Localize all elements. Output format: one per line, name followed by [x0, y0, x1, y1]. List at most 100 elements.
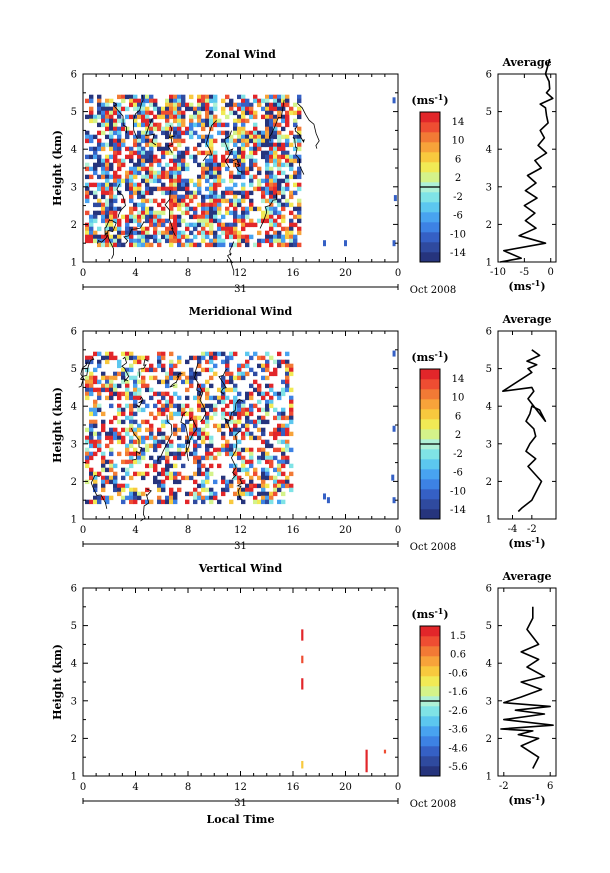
heatmap-cell	[141, 150, 146, 156]
heatmap-cell	[237, 495, 242, 501]
heatmap-cell	[201, 471, 206, 477]
heatmap-cell	[157, 355, 162, 361]
heatmap-cell	[277, 359, 282, 365]
heatmap-cell	[245, 214, 250, 220]
heatmap-cell	[261, 138, 266, 144]
heatmap-cell	[129, 375, 134, 381]
heatmap-cell	[245, 411, 250, 417]
heatmap-cell	[205, 242, 210, 248]
heatmap-cell	[173, 110, 178, 116]
heatmap-cell	[221, 158, 226, 164]
profile-y-tick-label: 6	[486, 584, 492, 595]
heatmap-cell	[241, 363, 246, 369]
heatmap-cell	[85, 463, 90, 469]
heatmap-cell	[149, 363, 154, 369]
heatmap-cell	[277, 395, 282, 401]
heatmap-cell	[193, 439, 198, 445]
heatmap-cell	[137, 114, 142, 120]
heatmap-cell	[189, 178, 194, 184]
profile-y-tick-label: 3	[486, 439, 492, 450]
heatmap-cell	[241, 210, 246, 216]
heatmap-cell	[217, 399, 222, 405]
heatmap-cell	[237, 363, 242, 369]
heatmap-cell	[261, 198, 266, 204]
heatmap-cell	[237, 130, 242, 136]
heatmap-cell	[97, 146, 102, 152]
heatmap-cell	[265, 467, 270, 473]
heatmap-cell	[213, 491, 218, 497]
heatmap-cell	[297, 142, 302, 148]
heatmap-cell	[233, 435, 238, 441]
heatmap-cell	[285, 234, 290, 240]
heatmap-cell	[225, 122, 230, 128]
heatmap-cell	[141, 206, 146, 212]
heatmap-cell	[233, 375, 238, 381]
heatmap-cell	[273, 106, 278, 112]
colorbar-tick-label: 2	[455, 430, 461, 441]
heatmap-cell	[201, 122, 206, 128]
heatmap-cell	[285, 375, 290, 381]
heatmap-cell	[109, 467, 114, 473]
heatmap-cell	[225, 158, 230, 164]
heatmap-cell	[177, 182, 182, 188]
heatmap-cell	[265, 130, 270, 136]
heatmap-cell	[225, 355, 230, 361]
heatmap-cell	[273, 114, 278, 120]
heatmap-cell	[201, 222, 206, 228]
heatmap-cell	[137, 122, 142, 128]
heatmap-cell	[177, 487, 182, 493]
heatmap-cell	[129, 158, 134, 164]
contour-line	[136, 396, 144, 408]
heatmap-cell	[177, 154, 182, 160]
heatmap-cell	[241, 214, 246, 220]
heatmap-cell	[113, 194, 118, 200]
x-tick-label: 20	[339, 525, 352, 536]
heatmap-cell	[209, 170, 214, 176]
heatmap-cell	[177, 395, 182, 401]
heatmap-cell	[105, 355, 110, 361]
colorbar-swatch	[420, 636, 440, 647]
heatmap-cell	[185, 238, 190, 244]
heatmap-cell	[225, 150, 230, 156]
heatmap-cell	[137, 355, 142, 361]
heatmap-cell	[213, 238, 218, 244]
heatmap-cell	[137, 210, 142, 216]
isolated-point	[392, 350, 396, 357]
heatmap-cell	[241, 479, 246, 485]
heatmap-cell	[269, 226, 274, 232]
heatmap-cell	[193, 206, 198, 212]
heatmap-cell	[245, 431, 250, 437]
heatmap-cell	[193, 154, 198, 160]
heatmap-cell	[101, 427, 106, 433]
heatmap-cell	[257, 435, 262, 441]
heatmap-cell	[233, 158, 238, 164]
heatmap-cell	[125, 226, 130, 232]
heatmap-cell	[109, 110, 114, 116]
heatmap-cell	[265, 351, 270, 357]
heatmap-cell	[185, 234, 190, 240]
heatmap-cell	[265, 154, 270, 160]
heatmap-cell	[285, 150, 290, 156]
heatmap-cell	[145, 174, 150, 180]
heatmap-cell	[277, 242, 282, 248]
heatmap-cell	[253, 435, 258, 441]
heatmap-cell	[213, 122, 218, 128]
heatmap-cell	[93, 451, 98, 457]
heatmap-cell	[229, 387, 234, 393]
heatmap-cell	[245, 351, 250, 357]
heatmap-cell	[221, 475, 226, 481]
heatmap-cell	[121, 106, 126, 112]
heatmap-cell	[113, 118, 118, 124]
heatmap-cell	[233, 214, 238, 220]
heatmap-cell	[245, 234, 250, 240]
heatmap-cell	[117, 238, 122, 244]
heatmap-cell	[269, 431, 274, 437]
heatmap-cell	[245, 487, 250, 493]
heatmap-cell	[149, 387, 154, 393]
colorbar-swatch	[420, 449, 440, 460]
heatmap-cell	[253, 186, 258, 192]
heatmap-cell	[241, 459, 246, 465]
heatmap-cell	[209, 443, 214, 449]
heatmap-cell	[133, 118, 138, 124]
heatmap-cell	[277, 439, 282, 445]
